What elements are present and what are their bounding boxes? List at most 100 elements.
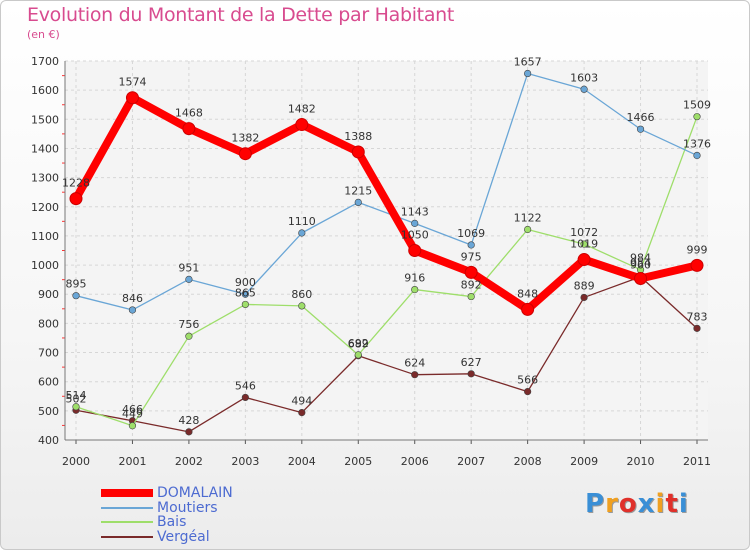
legend-item-2: Bais bbox=[101, 514, 341, 530]
plot-area bbox=[65, 61, 708, 440]
data-label-3-8: 566 bbox=[517, 374, 538, 387]
x-tick-label-6: 2006 bbox=[401, 455, 429, 468]
data-label-1-2: 951 bbox=[178, 261, 199, 274]
data-label-3-7: 627 bbox=[461, 356, 482, 369]
y-tick-label-12: 1600 bbox=[31, 84, 59, 97]
x-tick-label-4: 2004 bbox=[288, 455, 316, 468]
series-0-point-3 bbox=[238, 147, 252, 161]
x-tick-label-10: 2010 bbox=[627, 455, 655, 468]
logo-letter-1: r bbox=[605, 489, 619, 519]
series-0-point-5 bbox=[351, 145, 365, 159]
data-label-1-0: 895 bbox=[66, 278, 87, 291]
data-label-3-5: 689 bbox=[348, 338, 369, 351]
x-tick-label-7: 2007 bbox=[457, 455, 485, 468]
data-label-1-1: 846 bbox=[122, 292, 143, 305]
proxiti-logo: Proxiti bbox=[585, 489, 689, 519]
data-label-0-9: 1019 bbox=[570, 238, 598, 251]
x-tick-label-1: 2001 bbox=[118, 455, 146, 468]
series-2-point-0 bbox=[72, 403, 80, 411]
data-label-0-7: 975 bbox=[461, 250, 482, 263]
data-label-3-0: 502 bbox=[66, 392, 87, 405]
data-label-2-2: 756 bbox=[178, 318, 199, 331]
data-label-3-4: 494 bbox=[291, 395, 312, 408]
series-3-point-11 bbox=[693, 324, 701, 332]
series-0-point-8 bbox=[521, 302, 535, 316]
x-tick-label-11: 2011 bbox=[683, 455, 711, 468]
axis-layer: 400 500 600 700 800 900 1000 1100 1200 1300 1400 15… bbox=[31, 55, 711, 468]
logo-letter-4: i bbox=[655, 489, 666, 519]
logo-letter-6: i bbox=[678, 489, 689, 519]
series-3-point-4 bbox=[298, 408, 306, 417]
series-layer bbox=[69, 69, 704, 436]
series-0-point-4 bbox=[295, 118, 309, 132]
legend-item-0: DOMALAIN bbox=[101, 485, 341, 501]
series-0-point-2 bbox=[182, 122, 196, 136]
data-label-1-3: 900 bbox=[235, 276, 256, 289]
chart-subtitle: (en €) bbox=[27, 28, 60, 41]
y-tick-label-1: 500 bbox=[38, 405, 59, 418]
series-1-point-2 bbox=[185, 275, 193, 283]
series-line-1 bbox=[75, 72, 698, 311]
series-0-point-6 bbox=[408, 244, 422, 257]
legend-label-1: Moutiers bbox=[157, 499, 218, 516]
logo-letter-3: x bbox=[637, 489, 656, 519]
series-1-point-7 bbox=[467, 241, 475, 249]
series-line-0 bbox=[72, 93, 701, 314]
y-tick-label-0: 400 bbox=[38, 434, 59, 447]
data-label-3-10: 960 bbox=[630, 259, 651, 272]
logo-letter-2: o bbox=[618, 489, 638, 519]
series-1-point-3 bbox=[241, 290, 249, 298]
data-label-2-9: 1072 bbox=[570, 226, 598, 239]
data-label-1-10: 1466 bbox=[627, 111, 655, 124]
series-2-point-11 bbox=[693, 113, 701, 121]
y-tick-label-3: 700 bbox=[38, 347, 59, 360]
series-0-point-10 bbox=[634, 271, 648, 285]
data-label-1-9: 1603 bbox=[570, 71, 598, 84]
y-tick-label-8: 1200 bbox=[31, 201, 59, 214]
grid-layer bbox=[65, 60, 708, 441]
logo-letter-0: P bbox=[585, 489, 606, 519]
series-2-point-7 bbox=[467, 292, 475, 301]
data-label-2-11: 1509 bbox=[683, 99, 711, 112]
data-label-3-2: 428 bbox=[178, 414, 199, 427]
data-label-3-6: 624 bbox=[404, 357, 425, 370]
series-2-point-5 bbox=[354, 351, 362, 359]
data-label-1-6: 1143 bbox=[401, 205, 429, 218]
data-label-1-11: 1376 bbox=[683, 137, 711, 150]
x-tick-label-2: 2002 bbox=[175, 455, 203, 468]
y-tick-label-7: 1100 bbox=[31, 230, 59, 243]
x-tick-label-0: 2000 bbox=[62, 455, 90, 468]
data-label-0-6: 1050 bbox=[401, 229, 429, 242]
logo-letter-5: t bbox=[665, 489, 679, 519]
series-2-point-9 bbox=[580, 240, 588, 248]
series-2-point-3 bbox=[241, 300, 249, 309]
x-tick-label-9: 2009 bbox=[570, 455, 598, 468]
data-label-3-9: 889 bbox=[574, 279, 595, 292]
data-label-3-3: 546 bbox=[235, 379, 256, 392]
data-label-2-5: 692 bbox=[348, 337, 369, 350]
series-3-point-6 bbox=[411, 371, 419, 379]
data-label-2-0: 514 bbox=[66, 389, 87, 402]
data-label-0-10: 954 bbox=[630, 256, 651, 269]
data-label-2-4: 860 bbox=[291, 288, 312, 301]
series-1-point-6 bbox=[411, 219, 419, 227]
legend-swatch-3 bbox=[101, 535, 153, 538]
y-tick-label-13: 1700 bbox=[31, 55, 59, 68]
x-tick-label-5: 2005 bbox=[344, 455, 372, 468]
data-label-2-6: 916 bbox=[404, 272, 425, 285]
data-label-3-1: 466 bbox=[122, 403, 143, 416]
series-3-point-2 bbox=[185, 428, 193, 436]
data-label-1-5: 1215 bbox=[344, 184, 372, 197]
series-2-point-6 bbox=[411, 285, 419, 294]
data-label-1-7: 1069 bbox=[457, 227, 485, 240]
y-tick-label-11: 1500 bbox=[31, 113, 59, 126]
series-0-point-7 bbox=[464, 265, 478, 279]
data-label-1-4: 1110 bbox=[288, 215, 316, 228]
data-label-0-8: 848 bbox=[517, 287, 538, 300]
series-1-point-11 bbox=[693, 151, 701, 160]
y-tick-label-9: 1300 bbox=[31, 172, 59, 185]
data-label-2-8: 1122 bbox=[514, 212, 542, 225]
series-1-point-10 bbox=[636, 125, 645, 133]
series-line-3 bbox=[75, 276, 698, 433]
